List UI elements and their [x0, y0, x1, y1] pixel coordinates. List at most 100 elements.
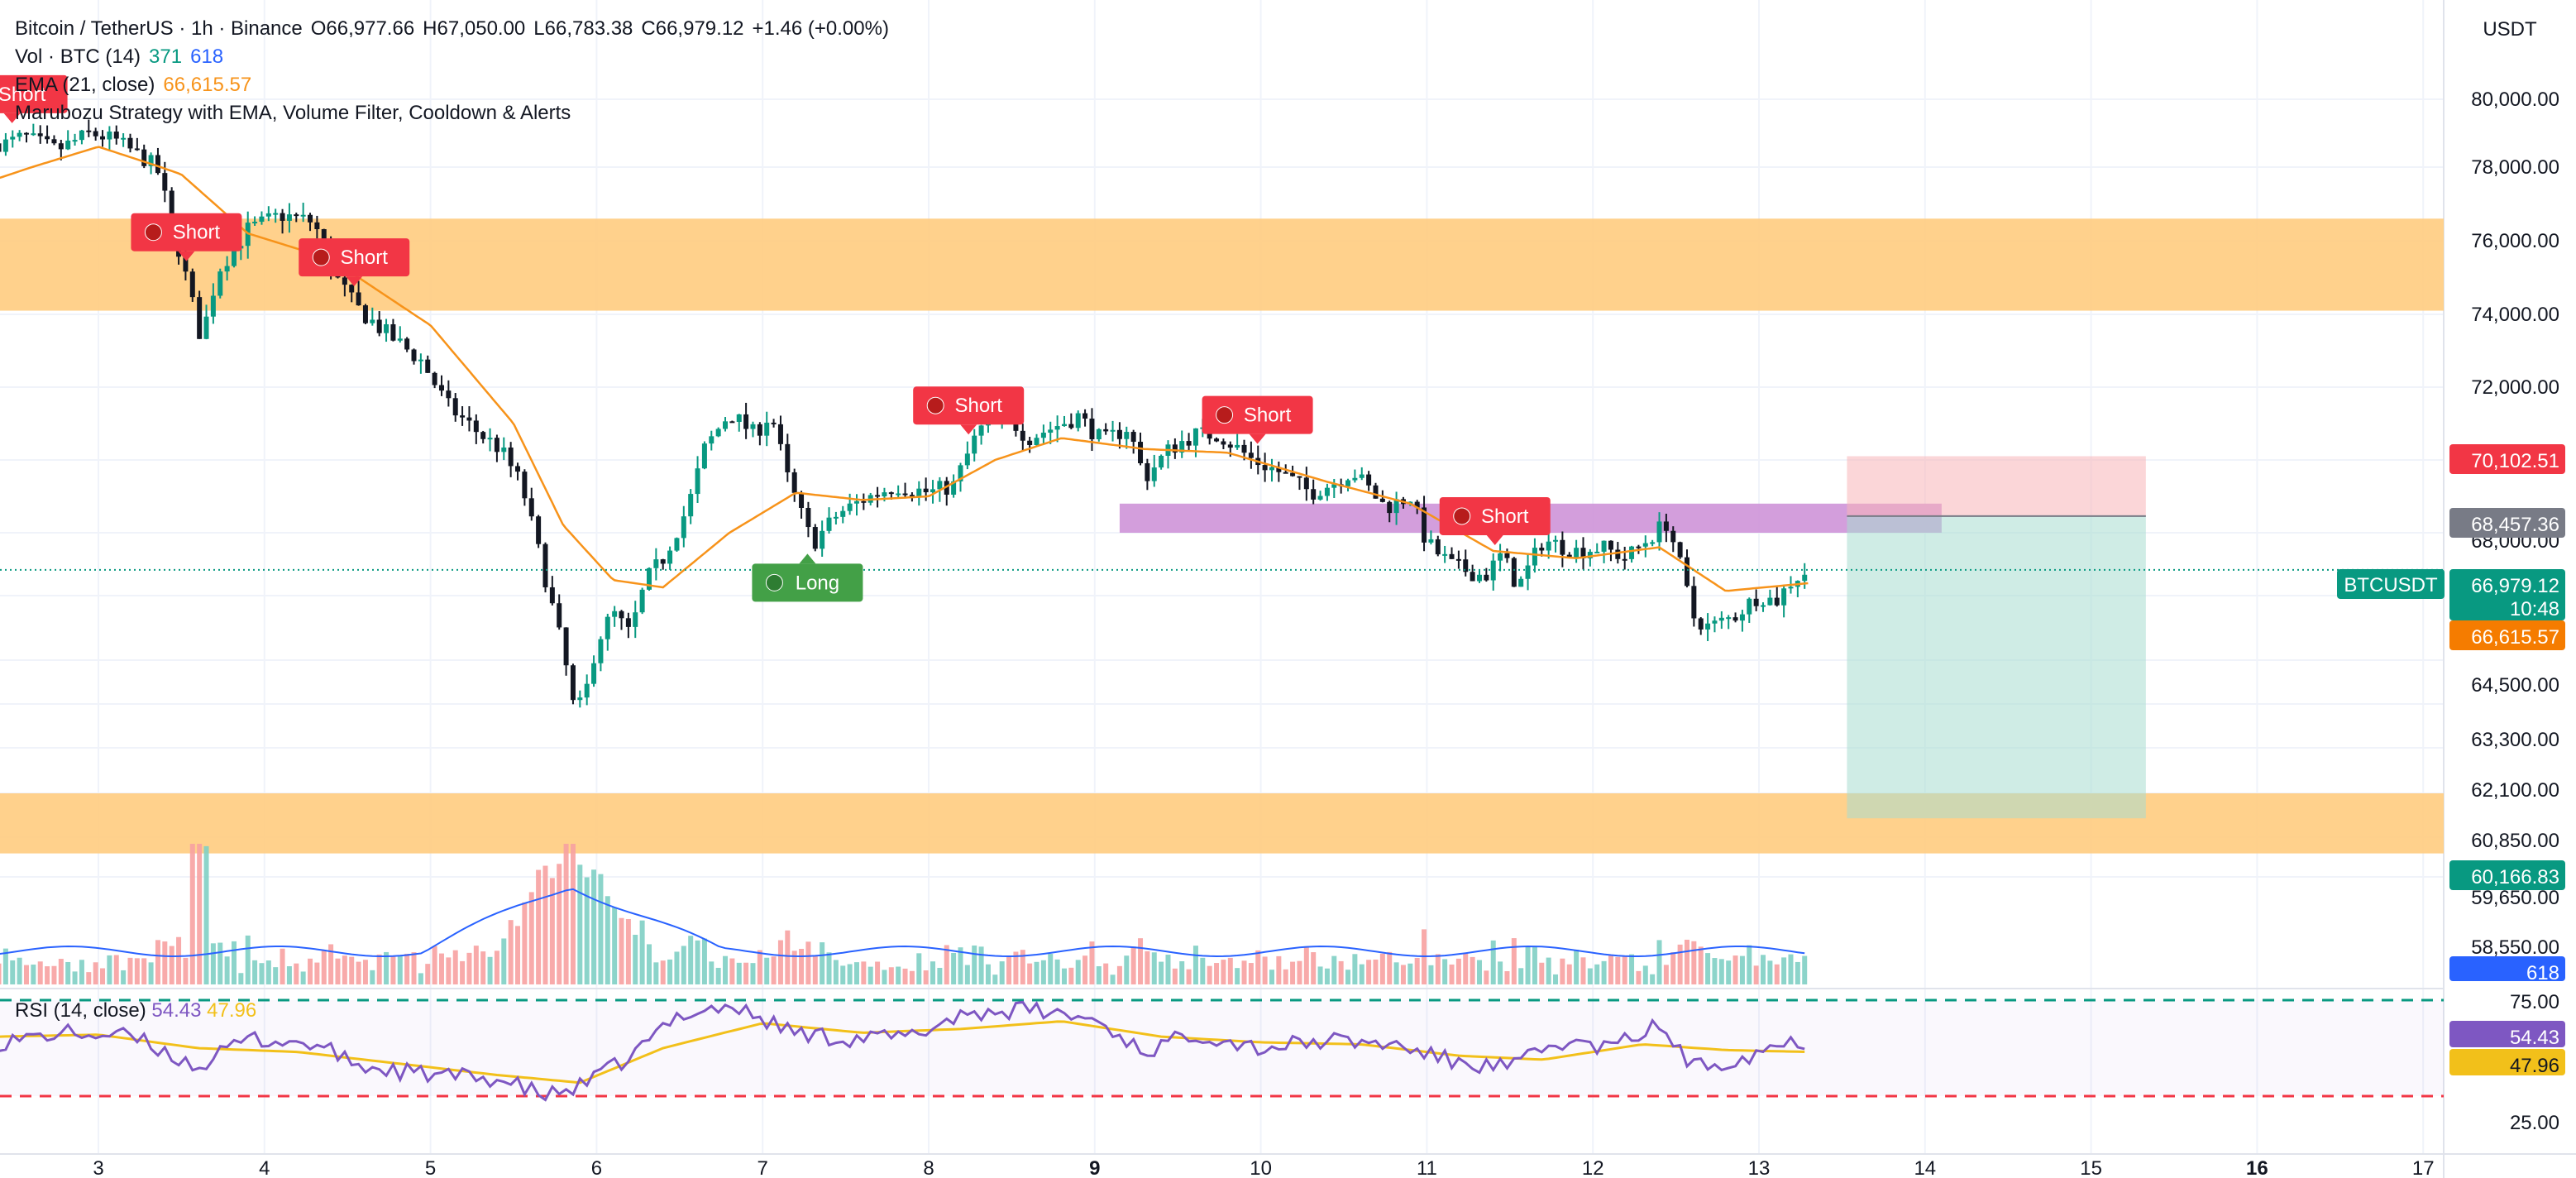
price-tick-label: 58,550.00: [2471, 936, 2559, 959]
volume-bar: [238, 973, 244, 984]
volume-bar: [1221, 960, 1226, 984]
candle-body: [1214, 438, 1220, 442]
candle-body: [688, 494, 694, 517]
rsi-value: 54.43: [151, 999, 202, 1022]
volume-bar: [1539, 962, 1545, 984]
volume-bar: [1747, 945, 1752, 984]
volume-bar: [1463, 953, 1469, 984]
volume-bar: [176, 936, 182, 984]
volume-bar: [390, 956, 396, 984]
volume-bar: [1615, 956, 1621, 984]
volume-bar: [715, 967, 721, 984]
candle-body: [1317, 496, 1323, 500]
candle-body: [1034, 438, 1039, 445]
signal-badge: [752, 563, 863, 602]
volume-bar: [425, 964, 431, 984]
short-signal[interactable]: Short: [1439, 496, 1551, 545]
candle-body: [1774, 597, 1780, 606]
stop-loss-area[interactable]: [1847, 456, 2146, 516]
volume-row[interactable]: Vol · BTC (14) 371 618: [15, 43, 889, 71]
price-axis[interactable]: 80,000.00 78,000.00 76,000.00 74,000.00 72,0…: [2337, 89, 2565, 1134]
volume-badge-bg: [2449, 956, 2565, 981]
symbol-price-tag[interactable]: BTCUSDT: [2337, 569, 2445, 599]
price-tick-label: 80,000.00: [2471, 89, 2559, 111]
candle-body: [79, 130, 84, 141]
volume-bar: [729, 958, 735, 984]
rsi-ma-badge[interactable]: 47.96: [2449, 1049, 2565, 1077]
signal-arrow: [346, 276, 363, 287]
strategy-row[interactable]: Marubozu Strategy with EMA, Volume Filte…: [15, 99, 889, 127]
time-tick-label: 3: [93, 1157, 103, 1178]
volume-bar: [1255, 950, 1261, 984]
candle-body: [1151, 467, 1157, 481]
volume-bar: [1532, 946, 1537, 984]
volume-bar: [799, 948, 805, 984]
volume-bar: [688, 936, 694, 984]
candle-body: [231, 248, 237, 266]
short-signal[interactable]: Short: [0, 74, 68, 123]
candle-body: [273, 213, 279, 215]
candle-body: [896, 493, 901, 496]
volume-bar: [1248, 963, 1254, 984]
candle-body: [1082, 413, 1088, 419]
volume-bar: [1317, 966, 1323, 984]
candle-body: [252, 222, 258, 224]
volume-bar: [875, 961, 881, 984]
candle-body: [964, 453, 970, 466]
volume-bar: [23, 965, 29, 984]
take-profit-area[interactable]: [1847, 515, 2146, 819]
volume-bar: [944, 945, 949, 984]
short-signal[interactable]: Short: [1202, 395, 1313, 444]
volume-bar: [1455, 958, 1461, 984]
volume-bar: [1470, 956, 1475, 984]
volume-badge[interactable]: 618: [2449, 956, 2565, 984]
candle-body: [944, 481, 949, 495]
candle-body: [1712, 620, 1718, 624]
candle-body: [840, 510, 846, 517]
candle-body: [577, 697, 583, 701]
long-signal[interactable]: Long: [752, 553, 863, 602]
volume-bar: [1656, 940, 1662, 984]
candle-body: [1726, 617, 1732, 620]
candle-body: [1435, 539, 1441, 555]
target-price-badge[interactable]: 60,166.83: [2449, 860, 2565, 890]
candle-body: [1615, 549, 1621, 559]
volume-bar: [1200, 957, 1206, 984]
currency-selector[interactable]: USDT: [2483, 18, 2537, 41]
candle-body: [1110, 429, 1116, 432]
rsi-legend[interactable]: RSI (14, close) 54.43 47.96: [15, 999, 256, 1022]
candle-body: [1767, 597, 1773, 606]
volume-bar: [743, 962, 749, 984]
red-dot-icon: [1216, 406, 1234, 424]
time-axis[interactable]: 3 4 5 6 7 8 9 10 11 12 13 14 15 16 17: [93, 1157, 2434, 1178]
candle-body: [1262, 465, 1268, 471]
candle-body: [1476, 574, 1482, 582]
volume-bar: [653, 962, 659, 984]
candle-body: [1192, 428, 1198, 446]
short-position-tool[interactable]: [1847, 456, 2146, 819]
candle-body: [1027, 440, 1033, 445]
candle-body: [1442, 553, 1448, 556]
volume-bar: [72, 971, 78, 984]
symbol-title[interactable]: Bitcoin / TetherUS · 1h · Binance: [15, 17, 303, 40]
volume-bar: [515, 926, 521, 984]
short-signal[interactable]: Short: [913, 386, 1025, 435]
ema-price-badge[interactable]: 66,615.57: [2449, 620, 2565, 650]
ema-row[interactable]: EMA (21, close) 66,615.57: [15, 71, 889, 99]
stop-price-badge[interactable]: 70,102.51: [2449, 444, 2565, 474]
short-signal[interactable]: Short: [131, 213, 242, 261]
signal-arrow: [960, 424, 977, 435]
candle-body: [723, 421, 729, 429]
entry-price-badge-text: 68,457.36: [2471, 514, 2559, 536]
short-signal[interactable]: Short: [299, 238, 410, 287]
volume-bars: [0, 844, 1808, 984]
target-price-badge-bg: [2449, 860, 2565, 890]
rsi-value-badge[interactable]: 54.43: [2449, 1021, 2565, 1049]
volume-bar: [210, 943, 216, 984]
candle-body: [335, 275, 341, 278]
candle-body: [189, 271, 195, 298]
candle-body: [1732, 617, 1738, 621]
entry-price-badge[interactable]: 68,457.36: [2449, 508, 2565, 538]
